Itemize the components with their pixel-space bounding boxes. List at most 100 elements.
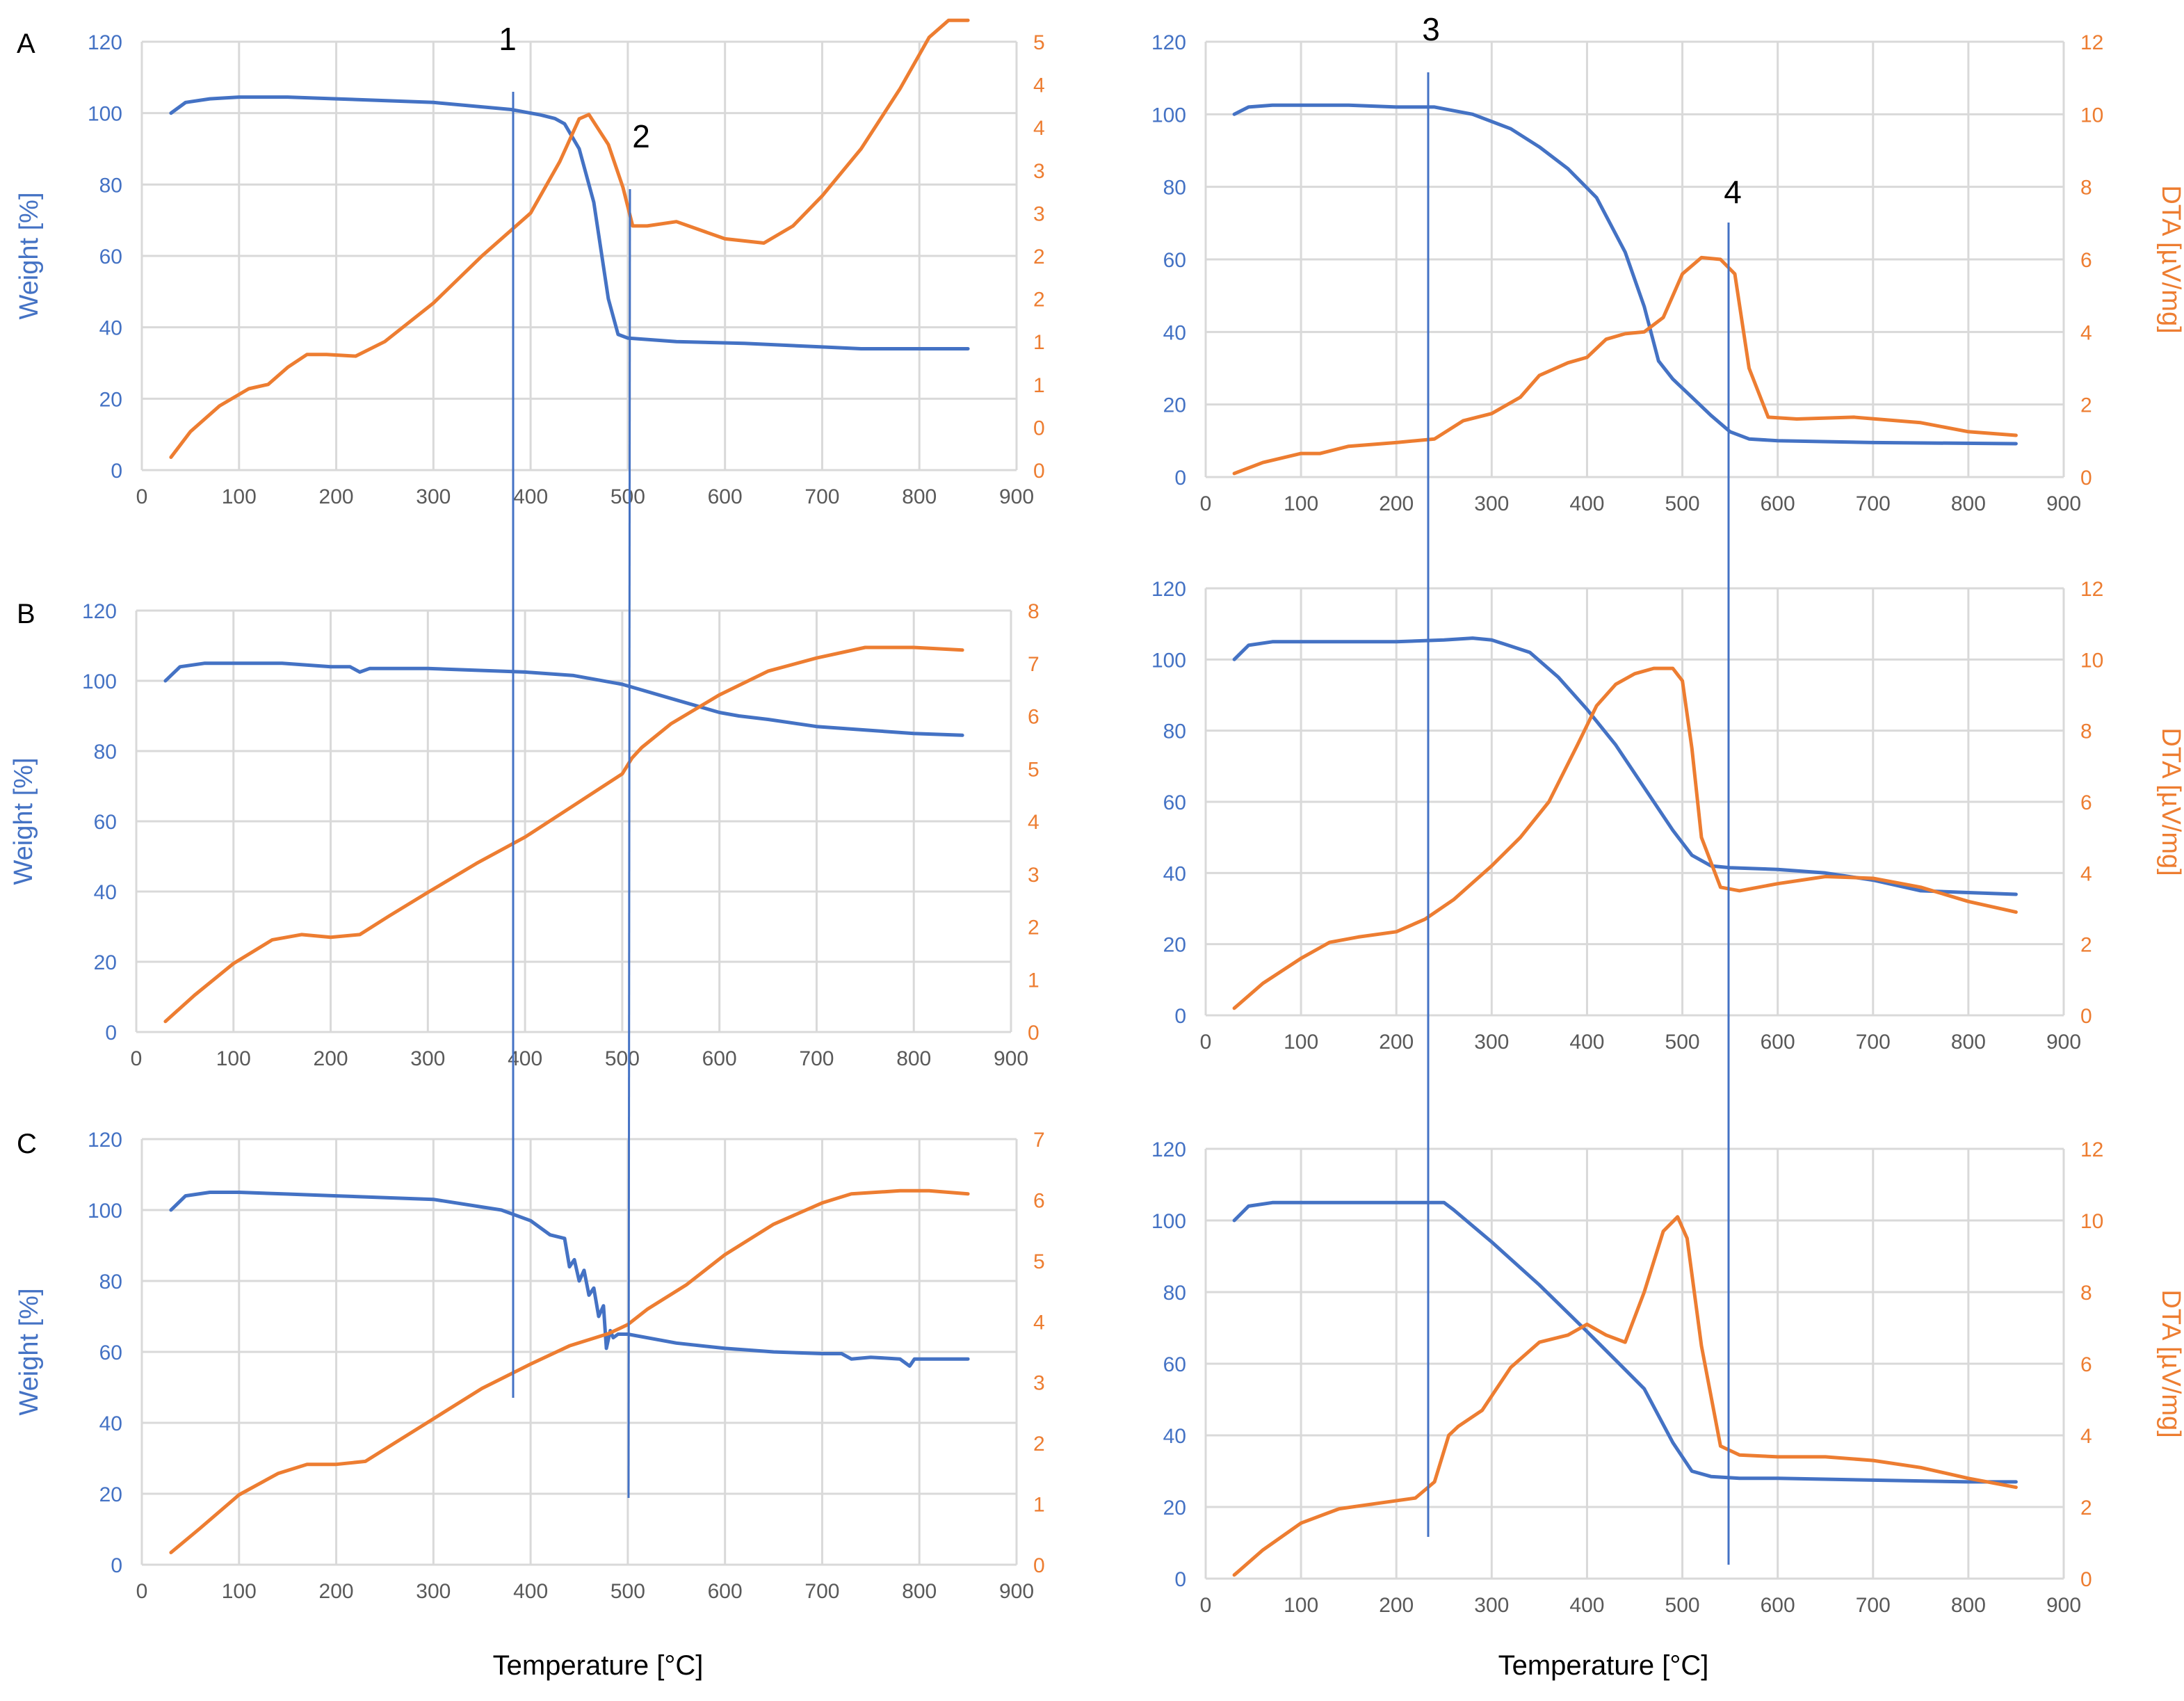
y2-tick-label: 4 [2080,862,2092,885]
y2-tick-label: 4 [1028,811,1040,834]
y-tick-label: 80 [1163,1282,1186,1305]
marker-label: 3 [1422,11,1440,47]
y-tick-label: 20 [1163,934,1186,957]
marker-label: 2 [632,118,650,154]
y2-axis-title: DTA [µV/mg] [2156,1289,2184,1437]
y2-tick-label: 0 [1028,1022,1040,1045]
x-tick-label: 0 [1200,1594,1212,1617]
x-tick-label: 500 [1665,492,1700,515]
panel-label: B [17,599,35,629]
weight-series-line [1232,103,2018,446]
x-tick-label: 400 [513,485,548,508]
x-tick-label: 0 [136,485,148,508]
y-tick-label: 0 [1174,1005,1186,1028]
y2-tick-label: 4 [2080,321,2092,344]
y-axis-title: Weight [%] [9,757,38,885]
y2-tick-label: 8 [2080,177,2092,200]
y2-tick-label: 12 [2080,578,2103,601]
marker-label: 1 [499,21,517,57]
y2-tick-label: 3 [1028,864,1040,887]
x-axis-title-right: Temperature [°C] [1498,1650,1709,1681]
x-tick-label: 800 [902,1580,937,1603]
x-tick-label: 100 [1284,1594,1318,1617]
y2-tick-label: 2 [2080,394,2092,417]
x-tick-label: 700 [1856,1031,1891,1054]
panel-label: C [17,1129,37,1159]
y2-tick-label: 8 [2080,720,2092,743]
y2-tick-label: 4 [1033,74,1045,97]
chart-panel: 0 100 200 300 400 500 600 700 800 900020406080100… [1151,31,2184,515]
x-tick-label: 600 [708,485,743,508]
y2-tick-label: 7 [1033,1129,1045,1152]
x-tick-label: 200 [319,1580,354,1603]
y-tick-label: 0 [105,1022,117,1045]
y-tick-label: 120 [1151,31,1186,54]
x-tick-label: 100 [222,485,257,508]
y2-tick-label: 2 [2080,1497,2092,1519]
y-tick-label: 100 [82,670,117,693]
x-tick-label: 0 [131,1047,143,1070]
y2-tick-label: 6 [2080,1353,2092,1376]
panel-label: A [17,29,35,59]
x-tick-label: 500 [610,485,645,508]
y2-tick-label: 4 [1033,117,1045,140]
chart-panel: 0 100 200 300 400 500 600 700 800 900020406080100… [9,599,1040,1070]
x-tick-label: 400 [513,1580,548,1603]
x-tick-label: 0 [1200,492,1212,515]
y-tick-label: 100 [1151,104,1186,127]
x-tick-label: 600 [1761,492,1795,515]
y2-tick-label: 5 [1028,758,1040,781]
y-tick-label: 40 [1163,1425,1186,1448]
weight-series-line [1232,1200,2018,1484]
y-tick-label: 100 [88,103,122,126]
x-tick-label: 300 [1474,1594,1509,1617]
y2-tick-label: 6 [1033,1189,1045,1212]
marker-lines: 1 2 3 4 [499,11,1742,1565]
y2-tick-label: 3 [1033,160,1045,183]
y2-tick-label: 1 [1033,374,1045,397]
marker-label: 4 [1724,174,1742,210]
x-tick-label: 0 [1200,1031,1212,1054]
y-tick-label: 0 [111,1554,122,1577]
x-tick-label: 800 [1951,492,1986,515]
x-tick-label: 100 [216,1047,251,1070]
x-tick-label: 200 [1379,1594,1414,1617]
y-tick-label: 40 [99,1412,122,1435]
marker-line [627,188,631,1499]
y2-tick-label: 2 [1033,1433,1045,1456]
y2-tick-label: 7 [1028,653,1040,676]
y2-tick-label: 0 [1033,417,1045,440]
y2-tick-label: 0 [2080,467,2092,490]
y2-tick-label: 12 [2080,31,2103,54]
x-tick-label: 600 [1761,1594,1795,1617]
x-tick-label: 300 [1474,1031,1509,1054]
x-tick-label: 500 [605,1047,640,1070]
y2-tick-label: 5 [1033,1250,1045,1273]
x-tick-label: 900 [2046,492,2081,515]
weight-series-line [169,95,970,350]
y-tick-label: 120 [1151,578,1186,601]
y-tick-label: 0 [1174,1568,1186,1591]
y-tick-label: 60 [1163,249,1186,272]
y2-tick-label: 0 [1033,460,1045,483]
y-tick-label: 40 [99,317,122,340]
x-tick-label: 300 [410,1047,445,1070]
dta-series-line [1232,1215,2018,1577]
y2-axis-title: DTA [µV/mg] [2156,727,2184,876]
y2-tick-label: 5 [1033,31,1045,54]
x-tick-label: 900 [994,1047,1028,1070]
weight-series-line [169,1191,970,1368]
y-tick-label: 80 [94,741,117,764]
x-tick-label: 100 [222,1580,257,1603]
y2-tick-label: 1 [1033,331,1045,354]
x-tick-label: 500 [1665,1031,1700,1054]
x-tick-label: 300 [416,485,451,508]
y-tick-label: 80 [1163,177,1186,200]
y2-tick-label: 0 [2080,1005,2092,1028]
y-tick-label: 120 [88,1129,122,1152]
y2-tick-label: 0 [1033,1554,1045,1577]
x-tick-label: 800 [1951,1594,1986,1617]
y2-tick-label: 1 [1028,969,1040,992]
y2-axis-title: DTA [µV/mg] [2156,185,2184,333]
